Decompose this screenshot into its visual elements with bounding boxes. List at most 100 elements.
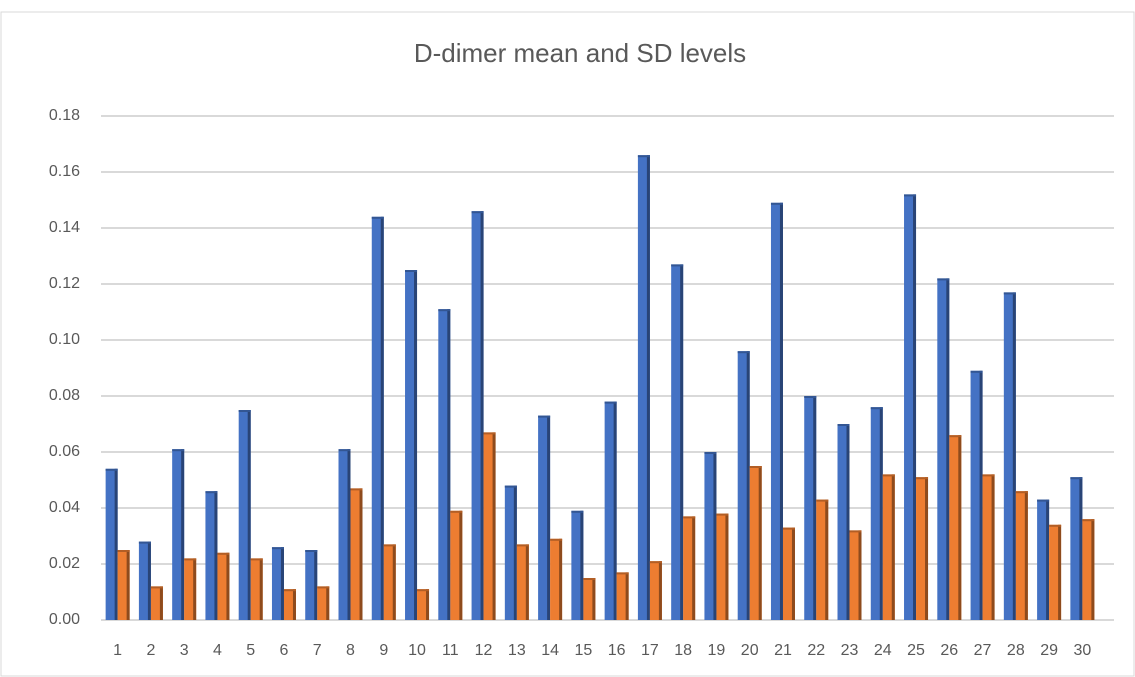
bar-top [571,510,584,513]
bar-top [471,211,484,214]
bar-side [713,452,717,620]
y-tick-label: 0.10 [49,331,80,348]
x-tick-label: 19 [708,642,726,659]
bar-top [949,435,962,438]
bar-top [882,474,895,477]
bar-side [547,415,551,620]
bar-top [649,561,662,564]
x-tick-label: 16 [608,642,626,659]
bar-side [380,216,384,621]
bar-top [138,541,151,544]
bar-top [317,586,330,589]
bar-top [716,513,729,516]
bar-top [604,401,617,404]
bar-top [172,449,185,452]
bar-side [1079,477,1083,620]
bar-side [646,155,650,620]
bar-side [314,550,318,620]
bar-side [991,474,995,620]
x-tick-label: 4 [213,642,222,659]
bar-side [426,589,430,620]
x-tick-label: 1 [113,642,122,659]
bar-top [816,499,829,502]
bar-side [592,578,596,620]
bar-top [238,410,251,412]
bar-top [538,415,551,418]
bar-side [126,550,130,620]
x-tick-label: 27 [974,642,992,659]
bar-top [704,452,717,454]
bar-top [417,589,430,592]
bar-side [680,264,684,620]
bar-top [1037,499,1050,502]
bar-top [271,547,284,550]
bar-side [746,351,750,620]
bar-top [1003,292,1016,295]
bar-side [813,396,817,620]
bar-top [616,572,629,575]
bar-side [613,401,617,620]
bar-side [879,407,883,620]
bar-top [749,466,762,468]
bar-side [414,270,418,620]
bar-side [1058,524,1062,620]
bar-top [583,578,596,580]
bar-top [770,202,783,205]
bar-side [958,435,962,620]
y-tick-label: 0.06 [49,443,80,460]
bar-side [193,558,197,620]
bar-top [405,270,418,272]
bar-side [846,424,850,620]
bar-top [837,424,850,426]
x-tick-label: 7 [313,642,322,659]
bar-side [925,477,929,620]
bar [1015,491,1028,620]
x-tick-label: 29 [1040,642,1058,659]
bar-top [371,216,384,219]
bar-side [181,449,185,620]
bar-side [791,527,795,620]
bar-side [147,541,151,620]
bar-top [516,544,529,547]
y-tick-label: 0.00 [49,611,80,628]
bar-top [937,278,950,281]
x-tick-label: 30 [1073,642,1091,659]
bar-top [916,477,929,480]
x-tick-label: 13 [508,642,526,659]
x-tick-label: 12 [475,642,493,659]
bar-side [159,586,163,620]
bar-top [782,527,795,530]
bar-side [891,474,895,620]
y-tick-label: 0.12 [49,275,80,292]
bar-top [671,264,684,267]
x-tick-label: 8 [346,642,355,659]
bar-side [1024,491,1028,620]
x-tick-label: 2 [146,642,155,659]
bar-side [979,370,983,620]
bar-top [450,510,463,513]
bar-side [758,466,762,620]
bar-side [625,572,629,620]
bar-top [383,544,396,547]
x-tick-label: 6 [280,642,289,659]
bar-side [247,410,251,620]
chart-title: D-dimer mean and SD levels [414,38,746,68]
bar-side [214,491,218,620]
bar-side [725,513,729,620]
bar-top [1049,524,1062,527]
bar-side [326,586,330,620]
x-tick-label: 18 [674,642,692,659]
bar-top [550,538,563,541]
bar-top [205,491,218,494]
bar-side [913,194,917,620]
bar-top [637,155,650,158]
x-tick-label: 24 [874,642,892,659]
bar-top [150,586,163,589]
x-tick-label: 5 [246,642,255,659]
bar-side [359,488,363,620]
bar-top [105,468,118,471]
bar-top [849,530,862,533]
x-tick-label: 22 [807,642,825,659]
x-tick-label: 21 [774,642,792,659]
